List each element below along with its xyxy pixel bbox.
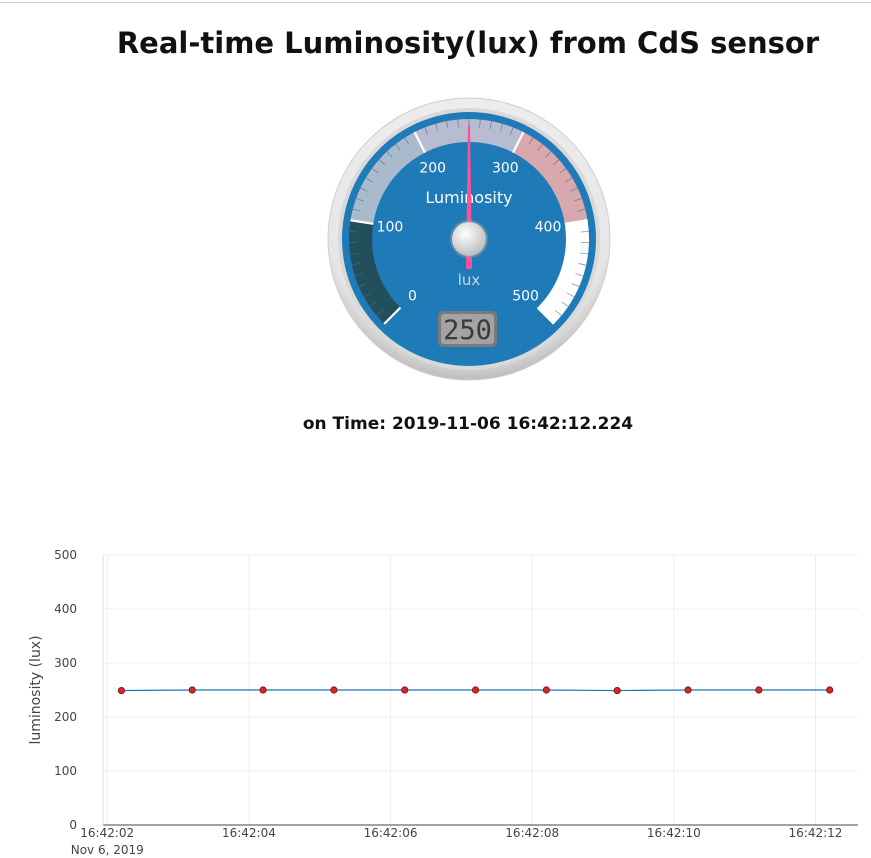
chart-y-axis-label: luminosity (lux) [28,635,44,744]
gauge-major-tick [512,131,525,154]
timestamp-label: on Time: [302,414,387,434]
gauge-minor-tick [424,127,429,136]
gauge-major-tick [350,219,374,225]
gauge-minor-tick [580,252,589,255]
luminosity-gauge: 0100200300400500Luminositylux250 [327,97,611,381]
gauge-minor-tick [457,119,459,128]
timestamp-value: 2019-11-06 16:42:12.224 [391,414,634,434]
gauge-minor-tick [571,283,580,288]
gauge-minor-tick [435,123,439,132]
gauge-minor-tick [578,263,587,266]
chart-data-point [330,686,338,694]
gauge-minor-tick [509,127,514,136]
gauge-minor-tick [354,273,363,277]
top-divider [0,2,871,3]
gauge-band-0 [349,220,401,324]
gauge-minor-tick [386,151,393,158]
gauge-svg: 0100200300400500Luminositylux250 [327,97,611,381]
chart-x-tick-label: 16:42:04 [222,826,276,840]
gauge-band-4 [537,220,589,324]
gauge-minor-tick [349,252,358,255]
gauge-minor-tick [499,123,503,132]
chart-data-point [684,686,692,694]
gauge-minor-tick [561,301,569,307]
gauge-major-tick [413,131,426,154]
chart-data-point [401,686,409,694]
chart-data-point [471,686,480,694]
chart-x-tick-label: 16:42:10 [647,826,701,840]
gauge-minor-tick [479,119,481,128]
gauge-minor-tick [559,168,567,174]
gauge-minor-tick [371,168,379,174]
gauge-tick-label: 0 [408,289,417,305]
gauge-value-readout: 250 [443,315,492,346]
gauge-minor-tick [537,143,543,151]
gauge-minor-tick [580,231,589,233]
gauge-minor-tick [404,137,410,145]
gauge-minor-tick [555,310,562,316]
gauge-minor-tick [365,177,373,183]
chart-data-point [117,686,126,695]
gauge-minor-tick [349,231,358,233]
chart-y-tick-label: 0 [69,818,77,832]
gauge-tick-label: 200 [419,161,446,177]
luminosity-chart[interactable]: 0 100 200 300 400 500 16:42:02 16:42:04 16:42:06… [0,540,871,858]
gauge-minor-tick [395,143,401,151]
chart-data-point [259,686,267,694]
chart-y-tick-label: 500 [54,548,77,562]
gauge-band-1 [350,132,425,224]
gauge-tick-label: 300 [492,161,519,177]
chart-data-point [542,686,550,694]
gauge-minor-tick [577,208,586,212]
gauge-minor-tick [369,301,377,307]
chart-data-point [613,686,621,695]
gauge-hub [452,222,486,256]
gauge-major-tick [536,306,555,325]
gauge-minor-tick [570,187,578,192]
chart-data-point [188,686,196,694]
gauge-value-box [441,314,494,344]
gauge-tick-label: 100 [377,219,404,235]
gauge-minor-tick [360,187,368,192]
gauge-minor-tick [545,151,552,158]
gauge-major-tick [383,306,402,325]
gauge-minor-tick [376,310,383,316]
chart-x-tick-label: 16:42:06 [364,826,418,840]
gauge-minor-tick [565,177,573,183]
chart-y-tick-label: 400 [54,602,77,616]
gauge-minor-tick [575,273,584,277]
chart-x-tick-label: 16:42:08 [505,826,559,840]
gauge-tick-label: 500 [512,289,539,305]
gauge-minor-tick [446,121,449,130]
chart-y-tick-label: 300 [54,656,77,670]
gauge-minor-tick [574,197,583,202]
gauge-minor-tick [358,283,367,288]
gauge-minor-tick [566,292,575,298]
page-title: Real-time Luminosity(lux) from CdS senso… [116,26,820,60]
chart-svg[interactable]: 0 100 200 300 400 500 16:42:02 16:42:04 16:42:06… [0,540,871,858]
gauge-minor-tick [363,292,372,298]
chart-x-date-label: Nov 6, 2019 [71,843,144,857]
timestamp-line: on Time: 2019-11-06 16:42:12.224 [0,414,871,434]
chart-data-point [826,686,834,694]
chart-x-tick-label: 16:42:02 [80,826,134,840]
gauge-minor-tick [352,208,361,212]
gauge-band-3 [513,132,588,224]
gauge-minor-tick [528,137,534,145]
gauge-tick-label: 400 [535,219,562,235]
gauge-major-tick [564,219,588,225]
chart-data-point [755,686,763,694]
chart-y-tick-label: 100 [54,764,77,778]
gauge-minor-tick [489,121,492,130]
gauge-minor-tick [355,197,364,202]
gauge-units: lux [458,271,481,289]
chart-y-tick-label: 200 [54,710,77,724]
gauge-minor-tick [378,159,386,166]
gauge-minor-tick [351,263,360,266]
chart-x-tick-label: 16:42:12 [789,826,843,840]
gauge-minor-tick [552,159,560,166]
